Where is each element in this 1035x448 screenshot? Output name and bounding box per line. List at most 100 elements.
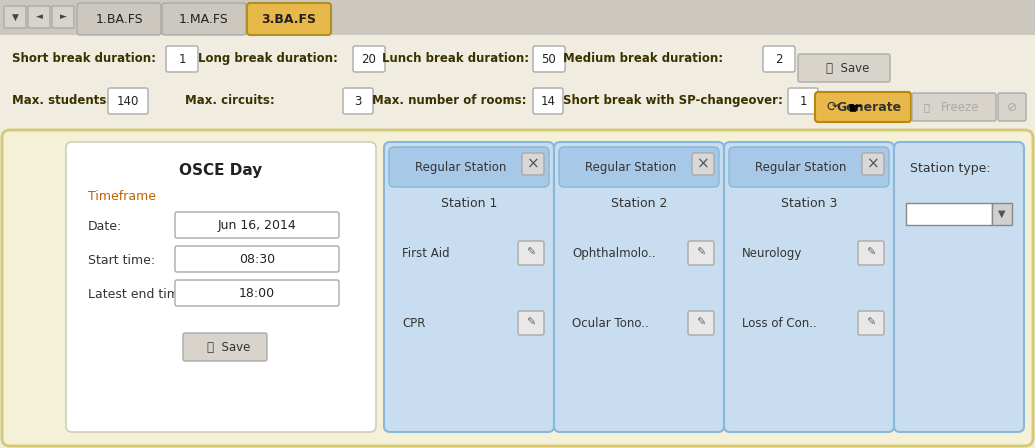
Text: ☛: ☛ [848, 99, 862, 117]
FancyBboxPatch shape [183, 333, 267, 361]
Text: Regular Station: Regular Station [415, 160, 507, 173]
Text: Generate: Generate [836, 100, 901, 113]
FancyBboxPatch shape [998, 93, 1026, 121]
FancyBboxPatch shape [912, 93, 996, 121]
Text: Ocular Tono..: Ocular Tono.. [572, 316, 649, 329]
FancyBboxPatch shape [162, 3, 246, 35]
FancyBboxPatch shape [763, 46, 795, 72]
FancyBboxPatch shape [343, 88, 373, 114]
Text: Start time:: Start time: [88, 254, 155, 267]
Text: Station type:: Station type: [910, 161, 990, 175]
FancyBboxPatch shape [858, 311, 884, 335]
Text: 140: 140 [117, 95, 139, 108]
Text: OSCE Day: OSCE Day [179, 163, 263, 177]
Bar [0, 0, 1035, 35]
Bar [906, 203, 992, 225]
Text: ✎: ✎ [866, 318, 876, 328]
FancyBboxPatch shape [518, 241, 544, 265]
FancyBboxPatch shape [815, 92, 911, 122]
Text: Short break with SP-changeover:: Short break with SP-changeover: [563, 94, 782, 107]
FancyBboxPatch shape [175, 212, 339, 238]
Text: ×: × [866, 156, 880, 172]
Text: 1: 1 [799, 95, 806, 108]
FancyBboxPatch shape [533, 46, 565, 72]
Bar [0, 35, 1035, 140]
Text: ▼: ▼ [11, 13, 19, 22]
FancyBboxPatch shape [66, 142, 376, 432]
Text: ×: × [527, 156, 539, 172]
Text: 3.BA.FS: 3.BA.FS [262, 13, 317, 26]
Text: Station 3: Station 3 [780, 197, 837, 210]
Text: 3: 3 [354, 95, 361, 108]
FancyBboxPatch shape [533, 88, 563, 114]
Text: 18:00: 18:00 [239, 287, 275, 300]
Text: Loss of Con..: Loss of Con.. [742, 316, 817, 329]
Text: First Aid: First Aid [402, 246, 449, 259]
Text: ⊘: ⊘ [1007, 100, 1017, 113]
FancyBboxPatch shape [862, 153, 884, 175]
FancyBboxPatch shape [384, 142, 554, 432]
Text: Max. students:: Max. students: [12, 94, 111, 107]
FancyBboxPatch shape [692, 153, 714, 175]
Text: Station 2: Station 2 [611, 197, 668, 210]
FancyBboxPatch shape [554, 142, 724, 432]
FancyBboxPatch shape [166, 46, 198, 72]
Text: ✎: ✎ [527, 248, 536, 258]
FancyBboxPatch shape [52, 6, 73, 28]
FancyBboxPatch shape [518, 311, 544, 335]
FancyBboxPatch shape [688, 311, 714, 335]
Text: Max. number of rooms:: Max. number of rooms: [372, 94, 527, 107]
Text: ✎: ✎ [697, 318, 706, 328]
Text: Date:: Date: [88, 220, 122, 233]
FancyBboxPatch shape [175, 280, 339, 306]
Text: 14: 14 [540, 95, 556, 108]
FancyBboxPatch shape [2, 130, 1033, 446]
FancyBboxPatch shape [108, 88, 148, 114]
Text: 50: 50 [541, 52, 557, 65]
FancyBboxPatch shape [729, 147, 889, 187]
Text: 1: 1 [178, 52, 185, 65]
Text: 20: 20 [361, 52, 377, 65]
Text: Medium break duration:: Medium break duration: [563, 52, 723, 65]
Text: Freeze: Freeze [941, 100, 979, 113]
FancyBboxPatch shape [798, 54, 890, 82]
Text: Regular Station: Regular Station [756, 160, 847, 173]
Text: ◄: ◄ [35, 13, 42, 22]
FancyBboxPatch shape [389, 147, 549, 187]
FancyBboxPatch shape [77, 3, 161, 35]
FancyBboxPatch shape [175, 246, 339, 272]
FancyBboxPatch shape [724, 142, 894, 432]
Text: 2: 2 [775, 52, 782, 65]
Text: ×: × [697, 156, 709, 172]
Text: CPR: CPR [402, 316, 425, 329]
Text: Ophthalmolo..: Ophthalmolo.. [572, 246, 655, 259]
FancyBboxPatch shape [247, 3, 331, 35]
FancyBboxPatch shape [559, 147, 719, 187]
Bar [992, 203, 1012, 225]
Text: ⟳: ⟳ [826, 100, 837, 114]
FancyBboxPatch shape [4, 6, 26, 28]
FancyBboxPatch shape [28, 6, 50, 28]
Text: Station 1: Station 1 [441, 197, 497, 210]
Text: 08:30: 08:30 [239, 253, 275, 266]
Text: Latest end time:: Latest end time: [88, 288, 190, 301]
Text: ►: ► [60, 13, 66, 22]
Text: Regular Station: Regular Station [586, 160, 677, 173]
Text: ✎: ✎ [697, 248, 706, 258]
Text: Max. circuits:: Max. circuits: [185, 94, 274, 107]
Text: 💾  Save: 💾 Save [207, 340, 250, 353]
FancyBboxPatch shape [522, 153, 544, 175]
FancyBboxPatch shape [858, 241, 884, 265]
Text: Long break duration:: Long break duration: [198, 52, 337, 65]
Text: ✎: ✎ [866, 248, 876, 258]
Text: Timeframe: Timeframe [88, 190, 156, 202]
Text: Neurology: Neurology [742, 246, 802, 259]
Text: 📌: 📌 [923, 102, 929, 112]
Text: 1.BA.FS: 1.BA.FS [95, 13, 143, 26]
FancyBboxPatch shape [353, 46, 385, 72]
FancyBboxPatch shape [894, 142, 1024, 432]
Text: Jun 16, 2014: Jun 16, 2014 [217, 219, 296, 232]
FancyBboxPatch shape [688, 241, 714, 265]
Text: ▼: ▼ [998, 209, 1006, 219]
Text: 1.MA.FS: 1.MA.FS [179, 13, 229, 26]
